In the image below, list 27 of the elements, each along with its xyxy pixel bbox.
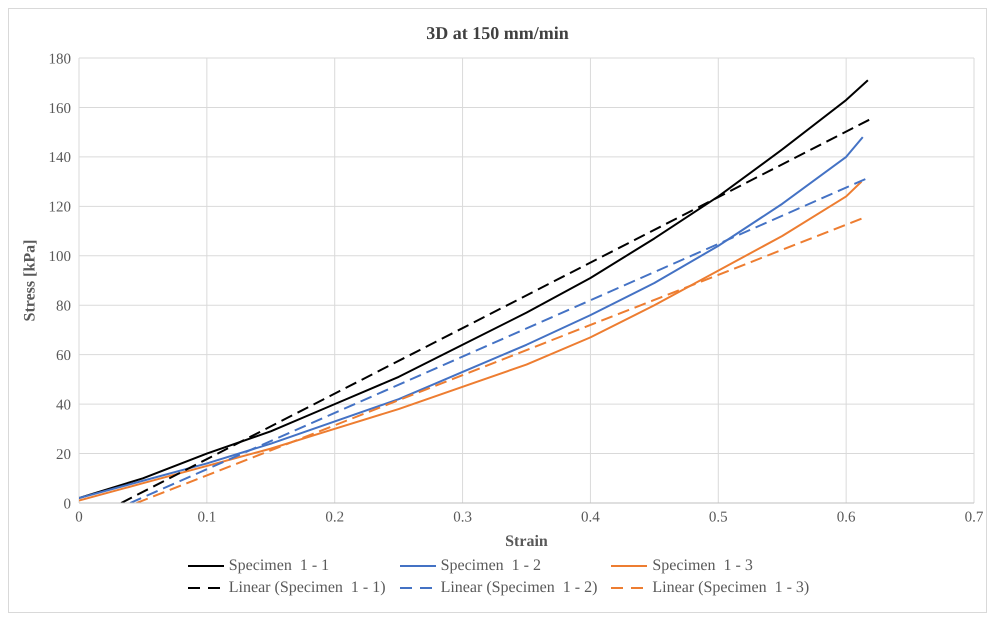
y-tick-label: 160 [48,100,71,117]
x-axis-title: Strain [505,533,548,550]
x-tick-label: 0.1 [197,510,216,526]
x-tick-label: 0.5 [708,510,728,526]
y-axis-title: Stress [kPa] [22,240,39,322]
legend-label: Linear (Specimen 1 - 1) [228,579,386,597]
y-tick-label: 0 [64,496,71,512]
legend-label: Specimen 1 - 1 [228,557,330,575]
x-tick-label: 0.3 [453,510,472,526]
y-tick-label: 80 [56,298,71,315]
y-tick-label: 180 [48,51,71,68]
legend-label: Specimen 1 - 3 [652,557,753,575]
x-tick-label: 0.7 [964,510,984,526]
legend-label: Specimen 1 - 2 [440,557,541,575]
y-tick-label: 140 [48,150,71,166]
chart-title: 3D at 150 mm/min [425,22,570,45]
x-tick-label: 0.4 [581,510,600,526]
legend-label: Linear (Specimen 1 - 2) [440,579,598,597]
x-tick-label: 0 [75,510,83,526]
y-tick-label: 40 [56,397,71,414]
legend-label: Linear (Specimen 1 - 3) [652,579,810,597]
y-tick-label: 100 [48,249,71,266]
y-tick-label: 120 [48,200,71,216]
x-tick-label: 0.6 [836,510,856,526]
y-tick-label: 20 [56,446,71,463]
y-tick-label: 60 [56,348,71,364]
x-tick-label: 0.2 [325,510,344,526]
